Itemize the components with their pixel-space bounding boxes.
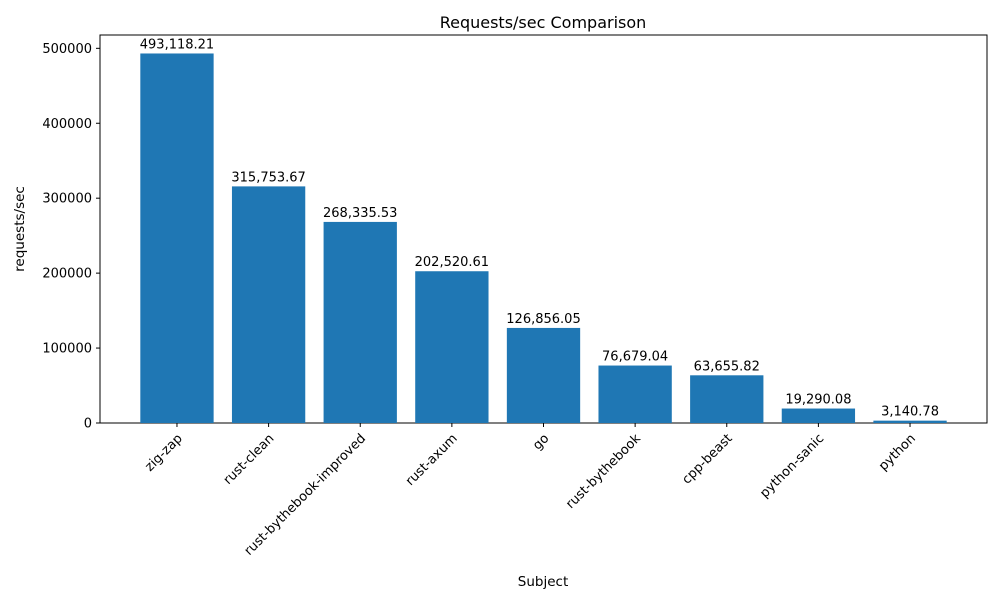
x-axis-layer: zig-zap rust-cleanrust-bythebook-improved… — [142, 423, 919, 559]
bars-layer — [140, 53, 947, 423]
bar-value-label: 268,335.53 — [323, 206, 397, 221]
bar-value-label: 19,290.08 — [785, 393, 851, 408]
bar — [873, 420, 947, 423]
x-tick-label: zig-zap — [142, 431, 185, 474]
x-tick-label: rust-bythebook — [563, 431, 644, 512]
y-tick-label: 0 — [84, 417, 92, 432]
y-tick-label: 100000 — [42, 342, 92, 357]
chart-title: Requests/sec Comparison — [440, 13, 647, 32]
bar — [415, 271, 489, 423]
bar — [140, 53, 214, 423]
bar-value-label: 76,679.04 — [602, 350, 668, 365]
bar-value-label: 493,118.21 — [140, 37, 214, 52]
y-tick-label: 300000 — [42, 192, 92, 207]
y-tick-label: 500000 — [42, 42, 92, 57]
bar — [323, 221, 397, 423]
y-axis-label: requests/sec — [12, 186, 28, 272]
bar-value-label: 315,753.67 — [231, 170, 305, 185]
x-tick-label: rust-clean — [221, 431, 278, 488]
x-axis-label: Subject — [518, 574, 568, 590]
x-tick-label: go — [530, 431, 552, 453]
x-tick-label: rust-axum — [403, 431, 461, 489]
bar — [690, 375, 764, 423]
y-axis-layer: 0 100000 200000 300000 400000 500000 — [42, 42, 100, 432]
bar-value-label: 63,655.82 — [694, 359, 760, 374]
bar-value-label: 3,140.78 — [881, 405, 939, 420]
y-tick-label: 400000 — [42, 117, 92, 132]
y-tick-label: 200000 — [42, 267, 92, 282]
bar-value-label: 126,856.05 — [506, 312, 580, 327]
bar — [598, 365, 672, 423]
value-labels-layer: 493,118.21 315,753.67 268,335.53 202,520.61… — [140, 37, 939, 419]
x-tick-label: python — [876, 431, 919, 474]
bar — [781, 408, 856, 423]
bar-value-label: 202,520.61 — [415, 255, 489, 270]
x-tick-label: python-sanic — [757, 431, 827, 501]
bar — [231, 186, 306, 423]
x-tick-label: cpp-beast — [679, 431, 735, 487]
bar — [506, 327, 581, 423]
